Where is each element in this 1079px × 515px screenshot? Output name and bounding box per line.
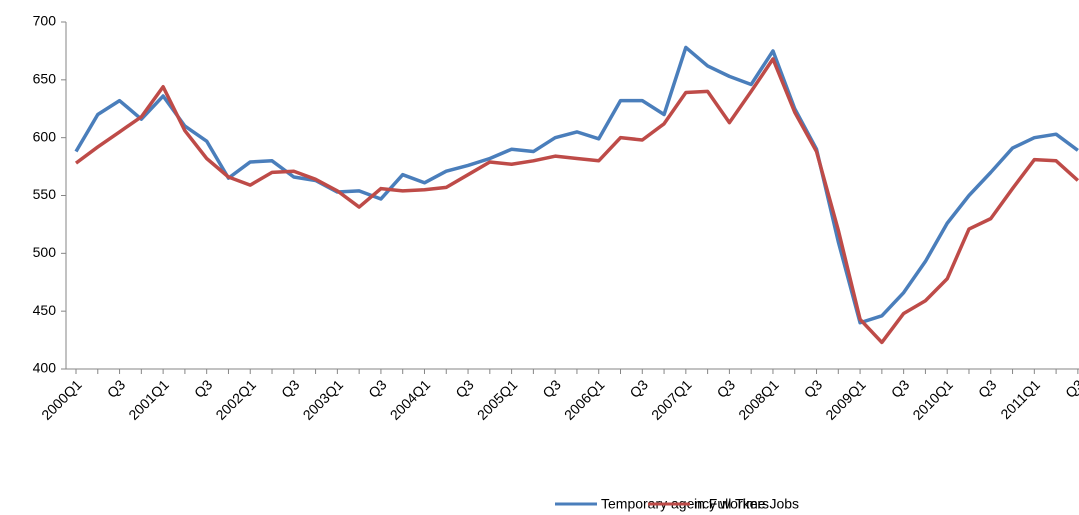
y-tick-label: 450 [33, 302, 57, 318]
y-tick-label: 600 [33, 128, 57, 144]
x-tick-label: Q3 [539, 376, 564, 401]
y-tick-label: 700 [33, 13, 57, 29]
x-tick-label: Q3 [888, 376, 913, 401]
x-tick-label: 2006Q1 [561, 376, 608, 423]
y-tick-label: 650 [33, 71, 57, 87]
y-tick-label: 500 [33, 244, 57, 260]
x-tick-label: 2005Q1 [474, 376, 521, 423]
y-tick-label: 550 [33, 186, 57, 202]
x-tick-label: 2007Q1 [648, 376, 695, 423]
x-tick-label: 2011Q1 [997, 376, 1043, 422]
x-tick-label: Q3 [975, 376, 1000, 401]
x-tick-label: Q3 [801, 376, 826, 401]
x-tick-label: Q3 [104, 376, 129, 401]
y-tick-label: 400 [33, 360, 57, 376]
legend-label: in Full Time Jobs [694, 496, 799, 512]
x-tick-label: Q3 [626, 376, 651, 401]
series-line [74, 57, 1079, 345]
series-line [74, 45, 1079, 325]
x-tick-label: Q3 [452, 376, 477, 401]
x-tick-label: Q3 [191, 376, 216, 401]
x-tick-label: 2002Q1 [212, 376, 259, 423]
x-tick-label: 2010Q1 [909, 376, 956, 423]
x-tick-label: 2009Q1 [822, 376, 869, 423]
x-tick-label: Q3 [278, 376, 303, 401]
x-tick-label: Q3 [1062, 376, 1079, 401]
x-tick-label: 2001Q1 [125, 376, 172, 423]
x-tick-label: Q3 [365, 376, 390, 401]
x-tick-label: 2000Q1 [38, 376, 85, 423]
x-tick-label: 2003Q1 [300, 376, 347, 423]
x-tick-label: Q3 [714, 376, 739, 401]
x-tick-label: 2004Q1 [387, 376, 434, 423]
x-tick-label: 2008Q1 [735, 376, 782, 423]
